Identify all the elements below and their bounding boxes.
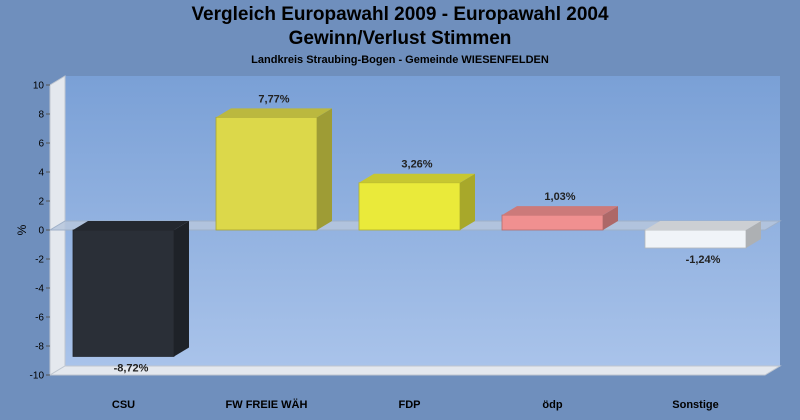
bar-front xyxy=(358,182,461,231)
y-tick-label: 10 xyxy=(33,81,45,92)
bar-top xyxy=(359,173,475,183)
bar-side xyxy=(603,206,618,230)
bar-front xyxy=(215,116,318,231)
bar-top xyxy=(645,221,761,230)
category-label: FDP xyxy=(399,399,421,411)
y-tick-label: 0 xyxy=(38,226,44,237)
y-tick-label: -2 xyxy=(35,255,44,266)
bar-csu: -8,72% xyxy=(72,221,189,374)
bar-front xyxy=(72,229,175,357)
bar-side xyxy=(317,108,332,230)
bar-fw-freie-wäh: 7,77% xyxy=(215,93,332,231)
data-label: 1,03% xyxy=(544,191,575,203)
category-label: CSU xyxy=(112,399,135,411)
chart-subtitle: Gewinn/Verlust Stimmen xyxy=(288,28,512,49)
bar-top xyxy=(73,221,189,230)
y-tick-label: 8 xyxy=(38,110,44,121)
category-label: FW FREIE WÄH xyxy=(226,398,308,411)
bar-front xyxy=(501,214,604,231)
y-tick-label: -6 xyxy=(35,313,44,324)
bar-fdp: 3,26% xyxy=(358,159,475,231)
category-label: ödp xyxy=(542,399,562,411)
bars: -8,72% 7,77% 3,26% 1,03% -1,24% xyxy=(72,93,761,374)
y-tick-label: 4 xyxy=(38,168,44,179)
bar-sonstige: -1,24% xyxy=(644,221,761,266)
chart-title: Vergleich Europawahl 2009 - Europawahl 2… xyxy=(191,4,609,25)
bar-ödp: 1,03% xyxy=(501,191,618,231)
bar-front xyxy=(644,229,747,249)
y-tick-label: 6 xyxy=(38,139,44,150)
y-tick-label: -8 xyxy=(35,342,44,353)
bar-top xyxy=(502,206,618,216)
chart-region-label: Landkreis Straubing-Bogen - Gemeinde WIE… xyxy=(251,54,549,66)
plot-floor xyxy=(48,365,782,376)
y-tick-label: 2 xyxy=(38,197,44,208)
y-tick-label: -4 xyxy=(35,284,44,295)
data-label: 3,26% xyxy=(401,159,432,171)
category-label: Sonstige xyxy=(672,399,718,411)
y-tick-label: -10 xyxy=(30,371,45,382)
data-label: -8,72% xyxy=(114,362,149,374)
bar-side xyxy=(460,173,475,230)
data-label: 7,77% xyxy=(258,93,289,105)
y-axis-label: % xyxy=(15,224,29,235)
category-labels: CSU FW FREIE WÄH FDP ödp Sonstige xyxy=(112,398,719,411)
data-label: -1,24% xyxy=(686,254,721,266)
bar-top xyxy=(216,108,332,118)
bar-side xyxy=(746,221,761,248)
y-axis-ticks: 10 8 6 4 2 0 -2 -4 -6 -8 -10 xyxy=(30,81,50,382)
bar-side xyxy=(174,221,189,357)
